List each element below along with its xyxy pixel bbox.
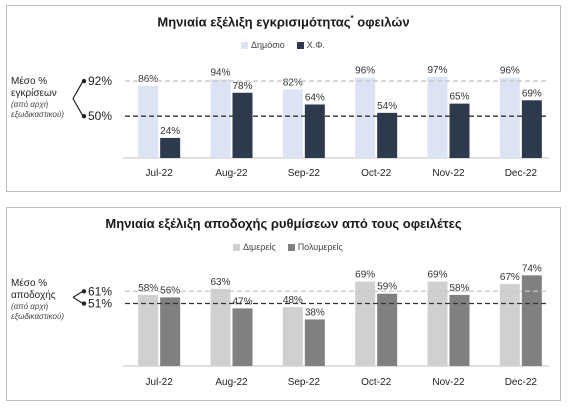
legend-item-private: Χ.Φ. (296, 40, 325, 50)
data-label: 69% (522, 88, 542, 99)
data-label: 67% (500, 272, 520, 283)
data-label: 69% (427, 269, 447, 280)
average-side-label: Μέσο % εγκρίσεων (από αρχή εξωδικαστικού… (11, 76, 75, 120)
chart-title: Μηνιαία εξέλιξη εγκρισιμότητας* οφειλών (7, 14, 560, 29)
bar-series2 (304, 104, 325, 158)
category-tick-label: Aug-22 (215, 168, 248, 179)
bar-series2 (160, 137, 181, 158)
bar-series1 (138, 86, 159, 158)
data-label: 59% (377, 282, 397, 293)
average-value-label: 61% (88, 284, 112, 298)
average-connector-dot (81, 113, 87, 119)
average-connector-dot (81, 289, 87, 294)
average-connector (72, 290, 84, 305)
data-label: 48% (283, 295, 303, 306)
average-connector-dot (81, 301, 87, 306)
data-label: 82% (283, 77, 303, 88)
chart-title-superscript: * (350, 14, 354, 23)
chart-legend: Δημόσιο Χ.Φ. (241, 40, 325, 50)
data-label: 58% (138, 283, 158, 294)
legend-swatch (241, 41, 248, 49)
category-tick-label: Jul-22 (146, 377, 174, 388)
bar-series1 (427, 281, 448, 366)
average-connector (72, 80, 84, 117)
acceptance-chart-panel: Μηνιαία εξέλιξη αποδοχής ρυθμίσεων από τ… (6, 207, 561, 401)
bar-series1 (499, 77, 520, 158)
approvals-bar-chart: 86% 24% Jul-22 94%78% Aug-22 82%64% Sep-22 96% 5… (72, 65, 549, 179)
chart-legend: Διμερείς Πολυμερείς (233, 242, 343, 252)
bar-series2 (232, 92, 253, 158)
bar-series2 (232, 308, 253, 366)
chart-title-suffix: οφειλών (357, 14, 410, 30)
bar-series2 (449, 294, 470, 366)
category-tick-label: Sep-22 (288, 168, 321, 179)
category-tick-label: Nov-22 (432, 377, 465, 388)
legend-label: Δημόσιο (251, 40, 285, 50)
legend-swatch (233, 243, 240, 251)
bar-series1 (210, 288, 231, 366)
data-label: 74% (522, 263, 542, 274)
bar-series1 (355, 77, 376, 158)
data-label: 78% (232, 81, 252, 92)
data-label: 47% (232, 296, 252, 307)
data-label: 86% (138, 74, 158, 85)
bar-series1 (210, 79, 231, 158)
category-tick-label: Oct-22 (361, 168, 391, 179)
data-label: 56% (160, 285, 180, 296)
data-label: 96% (500, 66, 520, 77)
data-label: 54% (377, 101, 397, 112)
category-tick-label: Dec-22 (505, 168, 538, 179)
legend-swatch (296, 41, 304, 49)
legend-label: Διμερείς (243, 242, 276, 252)
bar-series1 (427, 76, 448, 158)
data-label: 94% (210, 67, 230, 78)
bar-series1 (138, 294, 159, 366)
bar-series2 (521, 275, 542, 366)
chart-title-main: Μηνιαία εξέλιξη εγκρισιμότητας (157, 14, 351, 30)
side-label-main: Μέσο % εγκρίσεων (11, 76, 57, 99)
category-tick-label: Sep-22 (288, 377, 321, 388)
bar-series2 (521, 100, 542, 158)
bar-series2 (377, 112, 398, 158)
category-tick-label: Aug-22 (215, 377, 248, 388)
legend-label: Πολυμερείς (297, 242, 343, 252)
average-value-label: 92% (88, 74, 112, 88)
data-label: 24% (160, 126, 180, 137)
data-label: 69% (355, 269, 375, 280)
average-side-label: Μέσο % αποδοχής (από αρχή εξωδικαστικού) (11, 278, 75, 322)
chart-title: Μηνιαία εξέλιξη αποδοχής ρυθμίσεων από τ… (105, 216, 462, 231)
data-label: 97% (427, 65, 447, 76)
category-tick-label: Nov-22 (432, 168, 465, 179)
legend-label: Χ.Φ. (306, 40, 325, 50)
legend-item-public: Δημόσιο (241, 40, 285, 50)
bar-series1 (282, 89, 303, 158)
category-tick-label: Jul-22 (146, 168, 174, 179)
bar-series1 (499, 283, 520, 366)
side-label-main: Μέσο % αποδοχής (11, 278, 56, 301)
average-value-label: 51% (88, 297, 112, 311)
side-label-sub: (από αρχή εξωδικαστικού) (11, 100, 65, 119)
category-tick-label: Oct-22 (361, 377, 391, 388)
bar-series1 (355, 281, 376, 366)
legend-item-bilateral: Διμερείς (233, 242, 276, 252)
bar-series2 (304, 319, 325, 366)
data-label: 64% (305, 92, 325, 103)
data-label: 96% (355, 66, 375, 77)
data-label: 58% (449, 283, 469, 294)
bar-series1 (282, 307, 303, 366)
acceptance-bar-chart: 58% 56%Jul-2263%47%Aug-2248%38%Sep-2269%5… (72, 263, 549, 388)
bar-series2 (377, 293, 398, 366)
approvals-chart-panel: Μηνιαία εξέλιξη εγκρισιμότητας* οφειλών … (6, 5, 561, 192)
bar-series2 (449, 103, 470, 158)
legend-swatch (287, 243, 295, 251)
average-connector-dot (81, 78, 87, 84)
side-label-sub: (από αρχή εξωδικαστικού) (11, 302, 65, 321)
category-tick-label: Dec-22 (505, 377, 538, 388)
data-label: 63% (210, 277, 230, 288)
data-label: 38% (305, 307, 325, 318)
data-label: 65% (449, 92, 469, 103)
legend-item-multilateral: Πολυμερείς (287, 242, 343, 252)
bar-series2 (160, 297, 181, 366)
average-value-label: 50% (88, 109, 112, 123)
